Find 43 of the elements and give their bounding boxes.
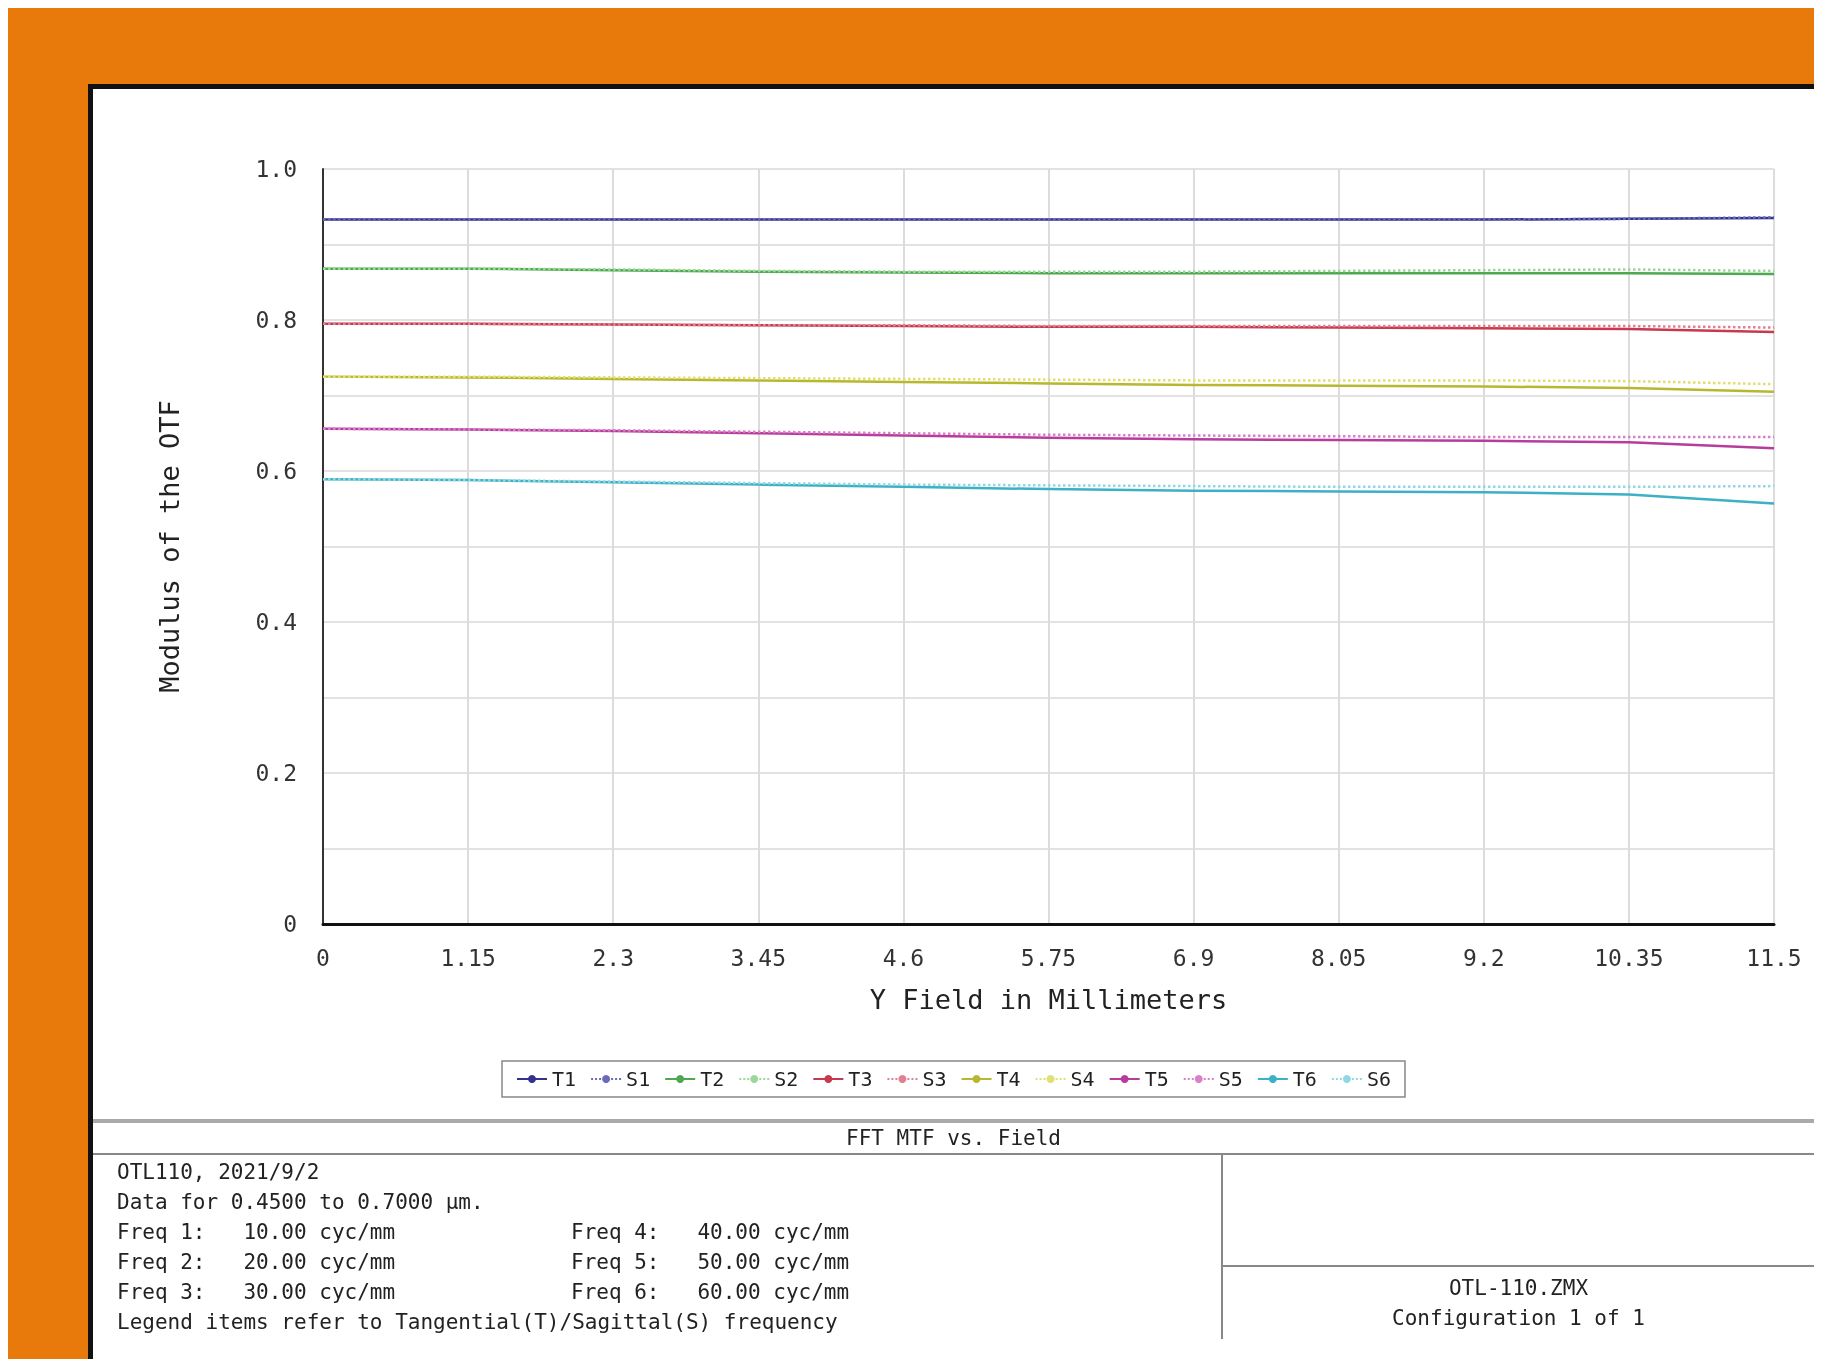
- text: Freq 4: 40.00 cyc/mm: [571, 1219, 850, 1246]
- legend-label: T5: [1144, 1067, 1169, 1091]
- legend-label: T1: [552, 1067, 577, 1091]
- legend-label: S5: [1218, 1067, 1243, 1091]
- x-tick-label: 1.15: [440, 944, 496, 971]
- text: Freq 1: 10.00 cyc/mm: [117, 1219, 397, 1246]
- x-tick-label: 5.75: [1020, 944, 1077, 971]
- text: Data for 0.4500 to 0.7000 µm.: [117, 1189, 485, 1216]
- text: Freq 3: 30.00 cyc/mm: [117, 1279, 397, 1306]
- text: FFT MTF vs. Field: [93, 1123, 1814, 1155]
- y-tick-label: 1.0: [255, 156, 297, 182]
- text: OTL-110.ZMX: [1447, 1275, 1590, 1302]
- text: Freq 2: 20.00 cyc/mm: [117, 1249, 397, 1276]
- y-tick-label: 0.6: [255, 458, 297, 484]
- y-tick-label: 0.2: [255, 760, 297, 786]
- x-tick-label: 3.45: [730, 944, 786, 971]
- x-tick-label: 0: [316, 944, 330, 971]
- legend-label: T3: [848, 1067, 873, 1091]
- legend-label: S4: [1070, 1067, 1095, 1091]
- x-tick-label: 4.6: [882, 944, 925, 971]
- text: Freq 5: 50.00 cyc/mm: [571, 1249, 850, 1276]
- x-tick-label: 6.9: [1172, 944, 1215, 971]
- text: Configuration 1 of 1: [1391, 1305, 1646, 1332]
- y-axis-title: Modulus of the OTF: [154, 400, 185, 693]
- x-tick-label: 8.05: [1311, 944, 1367, 971]
- legend-label: T2: [700, 1067, 725, 1091]
- y-tick-label: 0.8: [255, 307, 297, 333]
- x-tick-label: 10.35: [1594, 944, 1664, 971]
- text: Legend items refer to Tangential(T)/Sagittal(S) frequency: [117, 1309, 839, 1336]
- text: OTL110, 2021/9/2: [117, 1159, 321, 1186]
- y-tick-label: 0.4: [255, 609, 297, 635]
- text: Freq 6: 60.00 cyc/mm: [571, 1279, 850, 1306]
- x-tick-label: 2.3: [592, 944, 634, 971]
- x-axis-title: Y Field in Millimeters: [869, 984, 1228, 1015]
- legend-label: S3: [922, 1067, 947, 1091]
- legend-label: T4: [996, 1067, 1021, 1091]
- legend-label: S6: [1366, 1067, 1391, 1091]
- x-tick-label: 11.5: [1746, 944, 1802, 971]
- x-tick-label: 9.2: [1463, 944, 1505, 971]
- legend-label: T6: [1292, 1067, 1317, 1091]
- legend-label: S2: [774, 1067, 799, 1091]
- y-tick-label: 0: [283, 911, 297, 937]
- legend-label: S1: [626, 1067, 651, 1091]
